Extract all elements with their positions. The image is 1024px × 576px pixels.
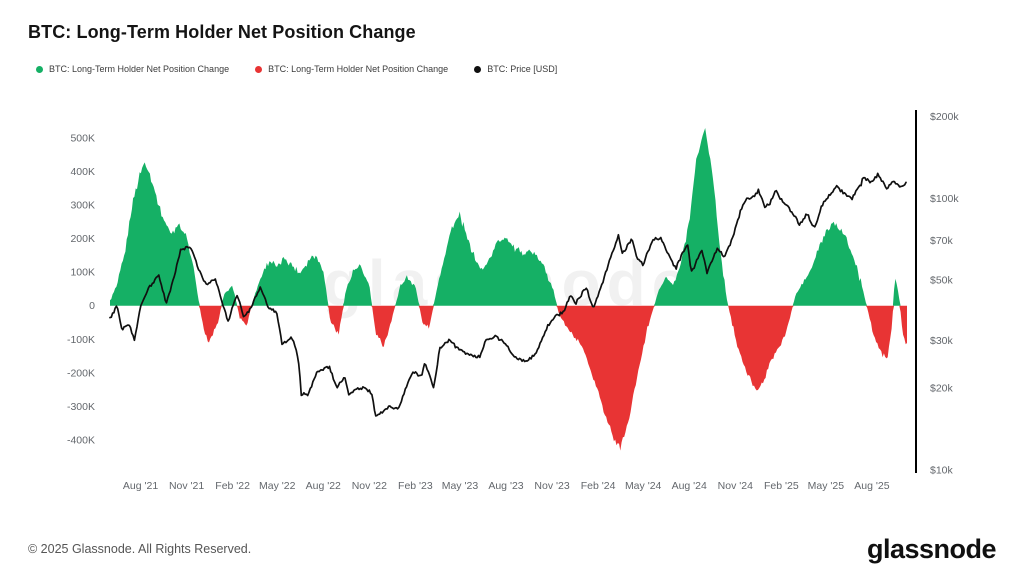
- npc-positive-area: [110, 128, 907, 306]
- x-axis-tick-label: Feb '23: [398, 480, 433, 492]
- x-axis-tick-label: Nov '24: [718, 480, 753, 492]
- x-axis-tick-label: Feb '25: [764, 480, 799, 492]
- left-axis-tick-label: -100K: [67, 334, 95, 346]
- legend-item-price[interactable]: BTC: Price [USD]: [474, 64, 557, 74]
- left-axis-tick-label: -300K: [67, 401, 95, 413]
- x-axis-tick-label: May '22: [259, 480, 296, 492]
- legend-item-npc-positive[interactable]: BTC: Long-Term Holder Net Position Chang…: [36, 64, 229, 74]
- legend-swatch: [474, 65, 482, 73]
- legend-item-label: BTC: Price [USD]: [487, 64, 558, 74]
- left-axis-tick-label: 0: [89, 300, 95, 312]
- legend-item-label: BTC: Long-Term Holder Net Position Chang…: [49, 64, 230, 74]
- left-axis-tick-label: 400K: [70, 166, 95, 178]
- glassnode-logo[interactable]: glassnode: [866, 533, 997, 564]
- right-axis-tick-label: $10k: [930, 465, 954, 477]
- x-axis-tick-label: May '23: [442, 480, 479, 492]
- left-axis-tick-label: 100K: [70, 267, 95, 279]
- x-axis-tick-label: Nov '23: [534, 480, 569, 492]
- left-axis-tick-label: -400K: [67, 434, 95, 446]
- left-axis-tick-label: 300K: [70, 200, 95, 212]
- x-axis-tick-label: Aug '25: [854, 480, 889, 492]
- footer: © 2025 Glassnode. All Rights Reserved. g…: [0, 522, 1024, 576]
- x-axis-tick-label: Feb '24: [581, 480, 616, 492]
- price-line: [109, 172, 907, 417]
- x-axis-tick-label: Feb '22: [215, 480, 250, 492]
- right-axis-tick-label: $30k: [930, 335, 954, 347]
- legend-item-npc-negative[interactable]: BTC: Long-Term Holder Net Position Chang…: [255, 64, 448, 74]
- x-axis-tick-label: May '24: [625, 480, 662, 492]
- copyright-text: © 2025 Glassnode. All Rights Reserved.: [28, 542, 252, 556]
- x-axis-tick-label: Aug '23: [488, 480, 523, 492]
- right-axis-tick-label: $70k: [930, 235, 954, 247]
- legend-swatch: [36, 65, 43, 73]
- legend-item-label: BTC: Long-Term Holder Net Position Chang…: [268, 64, 449, 74]
- npc-negative-area: [110, 305, 907, 451]
- right-axis-tick-label: $200k: [930, 111, 959, 123]
- chart-legend: BTC: Long-Term Holder Net Position Chang…: [36, 64, 557, 74]
- x-axis-tick-label: Aug '24: [672, 480, 707, 492]
- left-axis-tick-label: -200K: [67, 367, 95, 379]
- right-axis-tick-label: $20k: [930, 383, 954, 395]
- x-axis-tick-label: Aug '21: [123, 480, 158, 492]
- left-axis-tick-label: 200K: [70, 233, 95, 245]
- x-axis-tick-label: Nov '21: [169, 480, 204, 492]
- x-axis-tick-label: Aug '22: [306, 480, 341, 492]
- page-title: BTC: Long-Term Holder Net Position Chang…: [28, 22, 416, 42]
- right-axis-tick-label: $100k: [930, 193, 959, 205]
- x-axis-tick-label: Nov '22: [352, 480, 387, 492]
- right-axis-tick-label: $50k: [930, 275, 954, 287]
- x-axis-tick-label: May '25: [808, 480, 845, 492]
- left-axis-tick-label: 500K: [70, 133, 95, 145]
- legend-swatch: [255, 65, 263, 73]
